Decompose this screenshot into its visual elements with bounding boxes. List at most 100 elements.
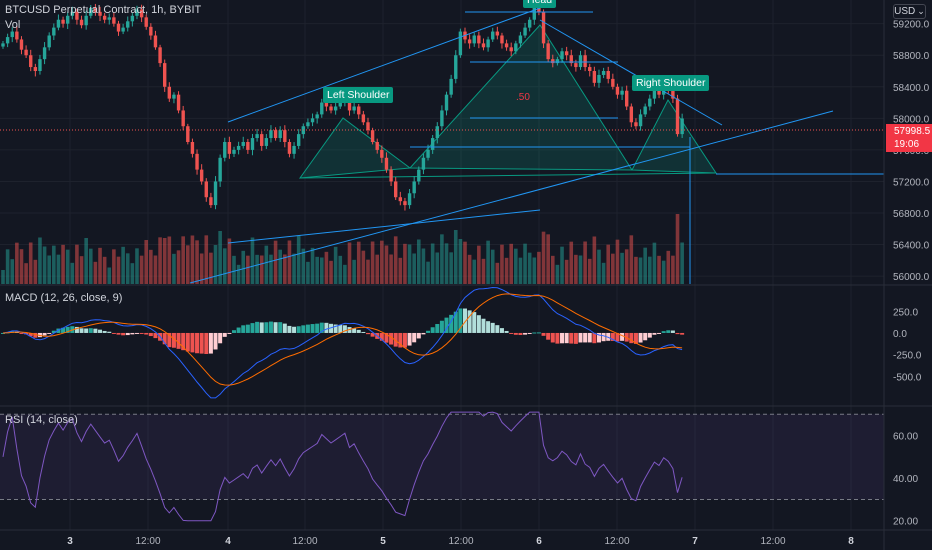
candle-body[interactable] [107,17,111,20]
candle-body[interactable] [153,35,158,48]
candle-body[interactable] [190,142,195,154]
candle-body[interactable] [172,94,176,99]
candle-body[interactable] [223,142,227,158]
candle-body[interactable] [278,130,282,139]
candle-body[interactable] [227,142,232,154]
candle-body[interactable] [89,7,93,16]
candle-body[interactable] [158,47,162,64]
candle-body[interactable] [509,47,513,52]
candle-body[interactable] [1,43,5,47]
candle-body[interactable] [449,78,453,95]
rising-neckline[interactable] [189,110,834,284]
candle-body[interactable] [541,11,546,44]
candle-body[interactable] [412,181,416,194]
candle-body[interactable] [394,181,398,198]
candle-body[interactable] [518,35,523,44]
candle-body[interactable] [366,122,370,131]
candle-body[interactable] [601,71,606,75]
candle-body[interactable] [389,169,393,182]
candle-body[interactable] [167,86,172,99]
candle-body[interactable] [560,51,564,60]
rsi-label[interactable]: RSI (14, close) [5,414,78,426]
candle-body[interactable] [163,63,167,87]
candle-body[interactable] [597,74,601,83]
candle-body[interactable] [583,55,587,68]
candle-body[interactable] [112,17,116,24]
candle-body[interactable] [306,122,310,127]
candle-body[interactable] [671,90,675,99]
candle-body[interactable] [70,11,74,16]
candle-body[interactable] [213,181,218,206]
candle-body[interactable] [121,27,125,32]
candle-body[interactable] [680,118,684,135]
candle-body[interactable] [329,106,333,111]
candle-body[interactable] [417,169,421,182]
candle-body[interactable] [199,169,204,182]
candle-body[interactable] [176,94,181,111]
candle-body[interactable] [486,39,490,48]
candle-body[interactable] [611,78,615,87]
candle-body[interactable] [75,11,79,20]
candle-body[interactable] [500,35,504,44]
candle-body[interactable] [606,71,610,79]
candle-body[interactable] [255,134,259,139]
candle-body[interactable] [555,59,560,64]
candle-body[interactable] [65,15,70,24]
candle-body[interactable] [47,35,51,48]
candle-body[interactable] [149,26,153,36]
candle-body[interactable] [643,106,647,115]
candle-body[interactable] [98,11,102,16]
candle-body[interactable] [491,31,495,40]
candle-body[interactable] [648,98,652,107]
candle-body[interactable] [375,142,379,150]
right-shoulder-label[interactable]: Right Shoulder [632,75,710,91]
candle-body[interactable] [130,15,135,22]
currency-selector[interactable]: USD ⌄ [893,4,926,19]
candle-body[interactable] [551,59,555,64]
candle-body[interactable] [218,157,222,182]
candle-body[interactable] [569,55,573,64]
candle-body[interactable] [675,98,680,135]
candle-body[interactable] [458,31,463,56]
candle-body[interactable] [19,39,24,50]
candle-body[interactable] [472,35,476,44]
candle-body[interactable] [338,102,342,107]
candle-body[interactable] [287,142,292,154]
candle-body[interactable] [564,51,569,56]
candle-body[interactable] [440,110,444,127]
candle-body[interactable] [232,149,236,154]
candle-body[interactable] [514,43,518,52]
candle-body[interactable] [320,102,324,115]
candle-body[interactable] [79,19,84,26]
candle-body[interactable] [629,106,634,123]
candle-body[interactable] [126,21,130,28]
candle-body[interactable] [435,126,439,139]
candle-body[interactable] [250,138,255,150]
candle-body[interactable] [467,39,472,44]
candle-body[interactable] [10,31,14,38]
candle-body[interactable] [361,114,366,123]
candle-body[interactable] [380,149,384,158]
upper-channel-line[interactable] [227,7,541,123]
candle-body[interactable] [638,114,643,127]
candle-body[interactable] [195,153,199,170]
candle-body[interactable] [652,90,657,99]
candle-body[interactable] [292,145,296,154]
candle-body[interactable] [620,90,624,95]
candle-body[interactable] [315,114,319,119]
candle-body[interactable] [504,43,509,48]
candle-body[interactable] [273,130,278,139]
candle-body[interactable] [42,47,47,60]
candle-body[interactable] [384,157,389,170]
candle-body[interactable] [84,15,88,26]
candle-body[interactable] [407,193,412,206]
candle-body[interactable] [495,31,500,36]
candle-body[interactable] [283,130,287,142]
candle-body[interactable] [657,90,661,95]
candle-body[interactable] [29,55,33,68]
candle-body[interactable] [537,7,541,12]
left-shoulder-label[interactable]: Left Shoulder [323,87,394,103]
candle-body[interactable] [135,9,139,16]
candle-body[interactable] [398,197,403,202]
